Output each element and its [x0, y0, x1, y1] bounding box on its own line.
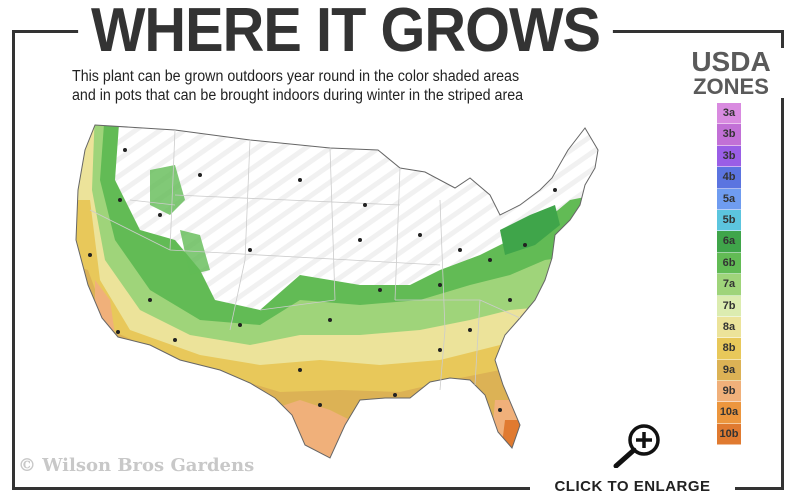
legend-zone-9a: 9a	[717, 359, 741, 382]
subtitle-line-2: and in pots that can be brought indoors …	[72, 87, 524, 104]
legend-zone-6a: 6a	[717, 231, 741, 253]
legend-zone-9b: 9b	[717, 381, 741, 403]
watermark: © Wilson Bros Gardens	[18, 455, 255, 476]
page-title: WHERE IT GROWS	[78, 0, 613, 62]
zone-6a-northeast	[500, 205, 560, 255]
legend-zone-10b: 10b	[717, 423, 741, 446]
state-borders	[89, 129, 521, 391]
legend-zone-3a: 3a	[717, 103, 741, 125]
zone-6-patches	[150, 165, 210, 275]
legend-zone-10a: 10a	[717, 402, 741, 424]
legend-zone-5b: 5b	[717, 209, 741, 232]
legend-zone-7b: 7b	[717, 295, 741, 317]
click-to-enlarge-button[interactable]: CLICK TO ENLARGE	[530, 476, 735, 500]
zoom-in-magnifier-icon[interactable]	[610, 422, 666, 468]
legend-zone-5a: 5a	[717, 188, 741, 210]
legend-zone-6b: 6b	[717, 252, 741, 275]
subtitle-line-1: This plant can be grown outdoors year ro…	[72, 68, 520, 85]
legend-title: USDA ZONES	[676, 48, 786, 98]
legend-title-line-1: USDA	[691, 46, 771, 77]
legend-zone-8a: 8a	[717, 316, 741, 339]
legend-zone-8b: 8b	[717, 338, 741, 360]
zone-9b-band	[95, 280, 525, 458]
legend-zone-4b: 4b	[717, 167, 741, 189]
subtitle: This plant can be grown outdoors year ro…	[72, 67, 587, 105]
legend-zone-3b: 3b	[717, 124, 741, 146]
legend-zone-7a: 7a	[717, 274, 741, 296]
city-dots	[88, 148, 557, 412]
legend-title-line-2: ZONES	[693, 74, 769, 99]
zone-legend: 3a 3b 3b 4b 5a 5b 6a 6b 7a 7b 8a 8b 9a 9b 10a 10b	[717, 103, 741, 446]
legend-zone-3b: 3b	[717, 145, 741, 168]
